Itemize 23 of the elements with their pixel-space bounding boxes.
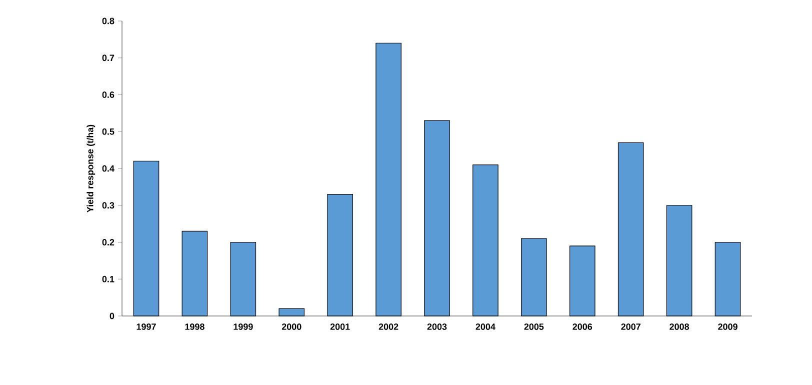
y-axis-title: Yield response (t/ha) [86,124,96,212]
x-tick-label: 2003 [427,324,447,330]
x-tick-label: 2005 [524,324,544,330]
y-tick-label: 0.2 [102,239,114,246]
y-tick-label: 0.1 [102,276,114,282]
x-tick-label: 2007 [621,324,640,330]
x-tick-label: 2000 [282,324,302,330]
y-tick-label: 0.3 [102,202,114,209]
x-tick-label: 1998 [185,324,204,330]
y-tick-label: 0.7 [102,54,114,62]
x-tick-label: 2004 [476,324,496,330]
x-tick-label: 2006 [572,324,592,330]
x-tick-label: 1999 [234,324,253,330]
x-tick-label: 2001 [330,324,350,330]
y-tick-label: 0.5 [102,128,114,135]
x-tick-label: 1997 [136,324,156,330]
y-tick-label: 0 [110,312,114,320]
x-tick-label: 2002 [378,324,398,330]
y-tick-label: 0.8 [102,18,114,24]
y-tick-label: 0.6 [102,92,114,98]
x-tick-label: 2009 [718,324,738,330]
x-tick-label: 2008 [670,324,690,330]
y-tick-label: 0.4 [102,165,114,172]
